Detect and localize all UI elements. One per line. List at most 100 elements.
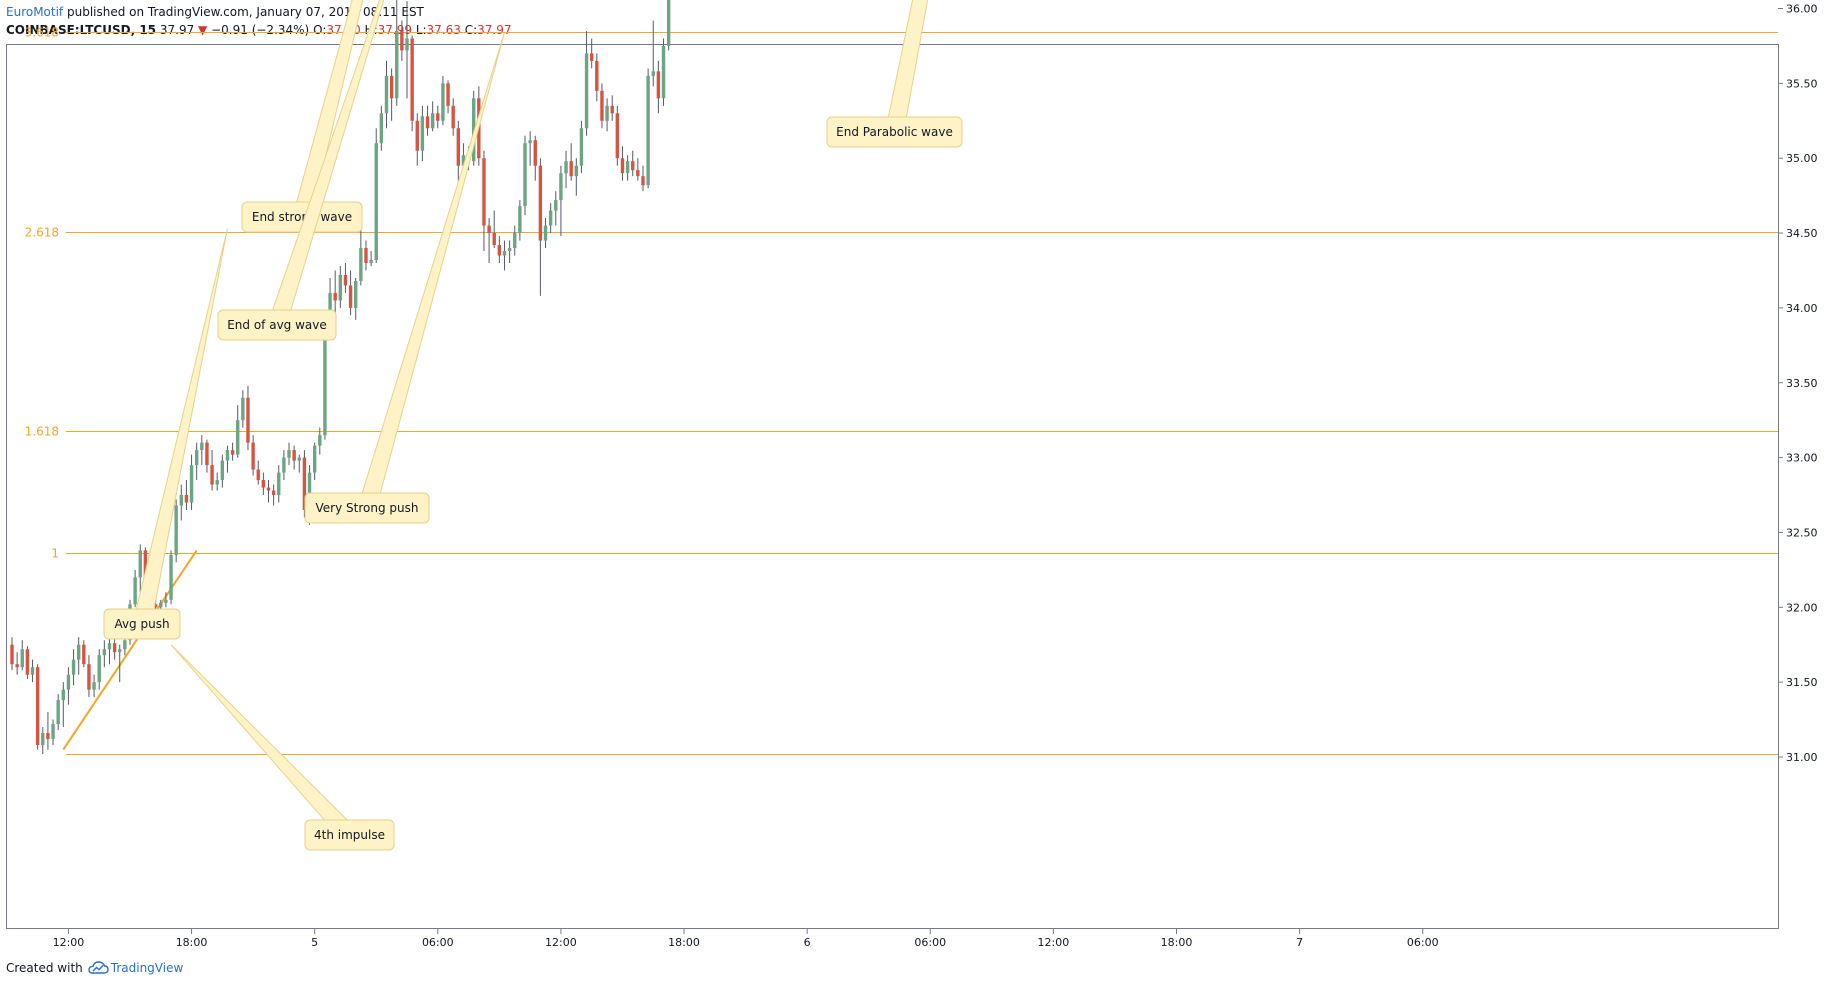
candle (338, 265, 343, 308)
fib-level-label: 1 (51, 547, 59, 561)
candle (51, 719, 55, 746)
candle-body (66, 674, 71, 690)
candle-body (10, 644, 14, 665)
candle (615, 105, 620, 166)
candle (425, 105, 430, 136)
candle-body (297, 457, 301, 461)
candle (169, 550, 173, 605)
fib-level-label: 3.618 (25, 26, 59, 40)
created-with-text: Created with (6, 961, 83, 975)
candle-body (292, 450, 296, 461)
candle-body (400, 30, 404, 51)
close-value: 37.97 (477, 23, 512, 37)
candle-body (194, 450, 199, 466)
candle (46, 712, 50, 750)
down-arrow-icon: ▼ (198, 23, 208, 37)
candle-body (348, 285, 353, 308)
candle (605, 98, 609, 132)
candle-body (395, 30, 399, 99)
candle (246, 385, 250, 451)
candle (354, 277, 358, 320)
candle-body (389, 75, 394, 99)
time-tick-label: 6 (804, 936, 811, 949)
candle (92, 674, 96, 698)
candle (487, 218, 491, 263)
callout-text: End of avg wave (227, 318, 327, 332)
candle-body (159, 602, 163, 608)
candle (595, 53, 599, 102)
candles[interactable] (10, 0, 1070, 755)
candle (35, 664, 40, 750)
candle-body (456, 128, 461, 166)
candle-body (379, 113, 384, 144)
candle (174, 499, 178, 563)
price-tick-label: 33.00 (1786, 452, 1818, 465)
candle (241, 390, 245, 428)
candle (15, 652, 19, 675)
candle-body (35, 667, 40, 746)
candle-body (225, 450, 230, 461)
price-axis[interactable]: 31.00 31.50 32.00 32.50 33.00 33.50 34.00 34.50… (1778, 0, 1824, 764)
candle-body (179, 495, 183, 506)
candle (548, 203, 553, 234)
candle (302, 450, 307, 518)
candle (66, 667, 71, 705)
candle-body (564, 161, 568, 174)
low-label: L: (415, 23, 427, 37)
candle (220, 454, 225, 488)
candle-body (661, 45, 666, 99)
candle-body (574, 165, 578, 177)
candle-body (579, 128, 584, 166)
candle (497, 236, 502, 263)
time-tick-label: 06:00 (422, 936, 454, 949)
annotations: End Parabolic wave End strong wave End of … (103, 0, 963, 851)
candle-body (266, 487, 271, 491)
candle (359, 225, 363, 286)
tradingview-brand[interactable]: TradingView (110, 961, 184, 975)
candle (523, 135, 527, 216)
candle (41, 727, 45, 755)
time-tick-label: 12:00 (1038, 936, 1070, 949)
published-text: published on TradingView.com, January 07… (63, 5, 424, 19)
callout-text: Avg push (114, 617, 169, 631)
header-publish-line: EuroMotif published on TradingView.com, … (6, 3, 512, 21)
tradingview-logo[interactable]: TradingView (87, 961, 184, 975)
candle-body (30, 667, 35, 675)
callout: End of avg wave (217, 0, 385, 341)
candle (513, 225, 517, 256)
callout-text: End Parabolic wave (836, 125, 953, 139)
callout: Avg push (103, 228, 228, 640)
candle (389, 68, 394, 121)
candle-body (338, 274, 343, 301)
candle-body (492, 233, 496, 246)
footer: Created with TradingView (6, 961, 183, 975)
time-tick-label: 5 (311, 936, 318, 949)
candle-body (646, 75, 650, 186)
candle-body (107, 643, 112, 650)
candle (205, 439, 209, 473)
candle (256, 460, 260, 485)
candle-body (359, 248, 363, 281)
callout-text: 4th impulse (314, 828, 385, 842)
candle-body (384, 75, 389, 114)
price-tick-label: 36.00 (1786, 3, 1818, 16)
candle-body (61, 689, 65, 701)
author-link[interactable]: EuroMotif (6, 5, 64, 19)
candle-body (420, 116, 425, 151)
candle-body (656, 71, 661, 99)
time-tick-label: 18:00 (176, 936, 208, 949)
candle (118, 644, 122, 683)
time-axis[interactable]: 12:00 18:00 5 06:00 12:00 18:00 6 06:00 12:00 18:… (53, 929, 1439, 949)
candle (318, 427, 322, 455)
candle (543, 218, 548, 249)
candle (456, 120, 461, 181)
last-price: 37.97 (159, 23, 195, 37)
candle-body (174, 505, 178, 555)
candle-body (651, 71, 655, 76)
candle-body (41, 733, 45, 746)
price-tick-label: 33.50 (1786, 377, 1818, 390)
candle (97, 649, 101, 690)
candle (441, 75, 445, 126)
candle-body (205, 442, 209, 466)
